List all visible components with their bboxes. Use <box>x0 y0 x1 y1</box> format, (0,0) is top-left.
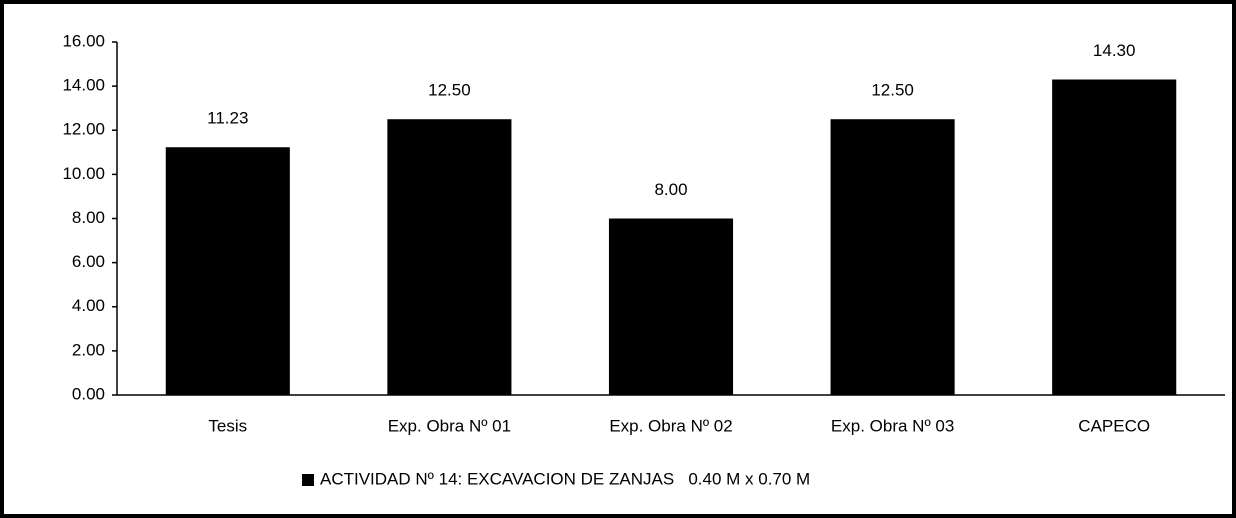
y-tick-label: 10.00 <box>62 164 105 183</box>
y-tick-label: 16.00 <box>62 31 105 50</box>
bar <box>165 147 290 395</box>
y-tick-label: 14.00 <box>62 76 105 95</box>
y-tick-label: 6.00 <box>72 252 105 271</box>
data-label: 12.50 <box>428 81 471 100</box>
y-tick-label: 0.00 <box>72 384 105 403</box>
y-tick-label: 8.00 <box>72 208 105 227</box>
x-tick-label: Exp. Obra Nº 01 <box>388 416 511 435</box>
data-label: 11.23 <box>207 109 248 128</box>
data-label: 14.30 <box>1093 41 1136 60</box>
bar <box>608 218 734 395</box>
y-tick-label: 2.00 <box>72 340 105 359</box>
bar <box>830 119 955 395</box>
x-tick-label: Exp. Obra Nº 03 <box>831 416 954 435</box>
x-tick-label: CAPECO <box>1078 416 1150 435</box>
x-tick-label: Tesis <box>208 416 247 435</box>
data-label: 12.50 <box>871 81 914 100</box>
bar <box>1052 79 1177 395</box>
bar <box>387 119 512 395</box>
data-label: 8.00 <box>654 180 687 199</box>
legend-label: ACTIVIDAD Nº 14: EXCAVACION DE ZANJAS 0.… <box>320 469 810 488</box>
y-tick-label: 12.00 <box>62 120 105 139</box>
x-tick-label: Exp. Obra Nº 02 <box>609 416 732 435</box>
legend-swatch <box>302 474 314 486</box>
y-tick-label: 4.00 <box>72 296 105 315</box>
